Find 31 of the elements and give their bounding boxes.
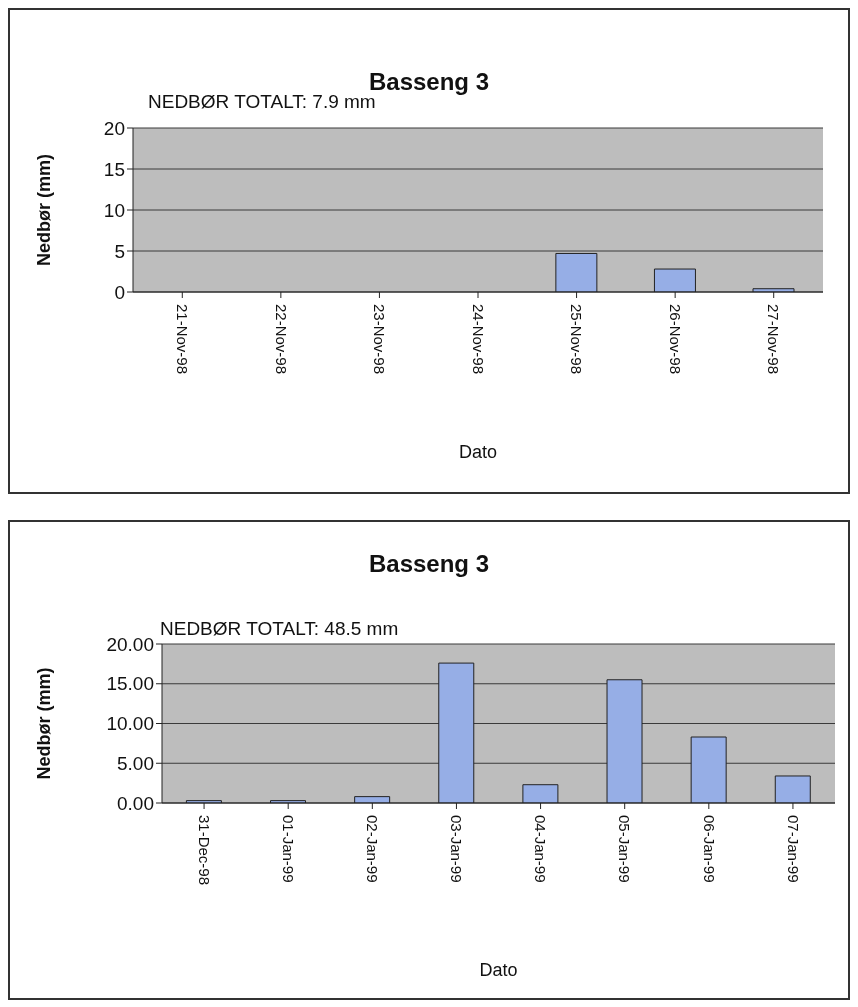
x-tick-label: 06-Jan-99 (700, 815, 718, 883)
x-tick-label: 21-Nov-98 (174, 304, 192, 375)
x-axis-title: Dato (458, 442, 498, 462)
x-tick-label: 07-Jan-99 (784, 815, 802, 883)
y-tick-label: 20 (103, 117, 125, 139)
y-tick-label: 15 (103, 158, 125, 180)
x-tick-label: 24-Nov-98 (469, 304, 487, 375)
y-axis-title: Nedbør (mm) (34, 667, 55, 780)
x-tick-label: 22-Nov-98 (272, 304, 290, 375)
y-axis-title: Nedbør (mm) (34, 154, 55, 266)
x-tick-label: 05-Jan-99 (616, 815, 634, 883)
x-tick-label: 27-Nov-98 (765, 304, 783, 375)
x-tick-label: 02-Jan-99 (364, 815, 382, 883)
y-tick-label: 5.00 (117, 752, 154, 774)
x-tick-label: 23-Nov-98 (371, 304, 389, 375)
y-tick-label: 0 (114, 281, 125, 303)
y-tick-label: 20.00 (106, 633, 154, 655)
chart-subtitle: NEDBØR TOTALT: 48.5 mm (160, 618, 399, 640)
y-tick-label: 10 (103, 199, 125, 221)
x-tick-label: 25-Nov-98 (568, 304, 586, 375)
x-tick-label: 03-Jan-99 (448, 815, 466, 883)
x-tick-label: 31-Dec-98 (195, 815, 213, 886)
y-tick-label: 15.00 (106, 673, 154, 695)
y-tick-label: 0.00 (117, 792, 154, 814)
chart-title: Basseng 3 (367, 550, 491, 578)
x-tick-label: 26-Nov-98 (666, 304, 684, 375)
x-tick-label: 01-Jan-99 (279, 815, 297, 883)
x-axis-title: Dato (479, 960, 518, 980)
y-tick-label: 5 (114, 240, 125, 262)
x-tick-label: 04-Jan-99 (532, 815, 550, 883)
y-tick-label: 10.00 (106, 713, 154, 735)
